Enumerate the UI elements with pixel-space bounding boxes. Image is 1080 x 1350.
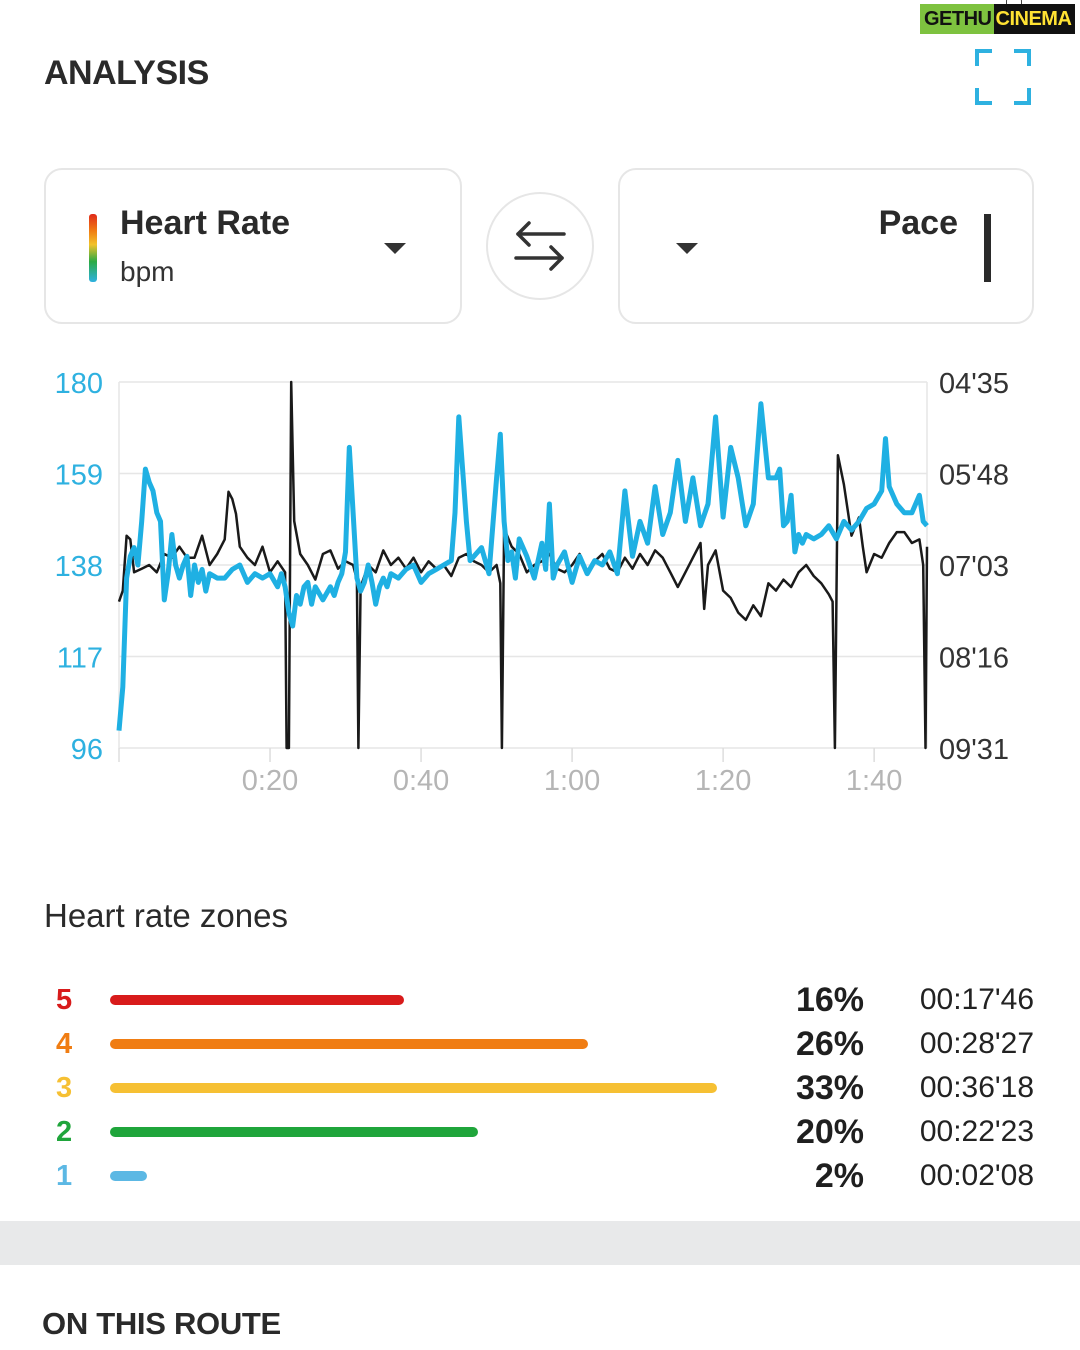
- left-axis-labels: 180 159 138 117 96: [55, 368, 103, 766]
- analysis-title: ANALYSIS: [44, 54, 209, 92]
- zone-bar: [110, 1039, 588, 1049]
- left-axis-tick-label: 117: [57, 643, 103, 675]
- zone-bar: [110, 1127, 478, 1137]
- swap-metrics-button[interactable]: [486, 192, 594, 300]
- right-metric-title: Pace: [878, 204, 958, 242]
- zone-time: 00:28'27: [919, 1027, 1034, 1060]
- zone-time: 00:22'23: [919, 1115, 1034, 1148]
- zone-percent: 26%: [795, 1025, 864, 1063]
- on-this-route-title: ON THIS ROUTE: [42, 1306, 281, 1341]
- left-metric-title: Heart Rate: [120, 204, 291, 242]
- zone-time: 00:02'08: [919, 1159, 1034, 1192]
- x-tick-label: 0:20: [242, 765, 298, 797]
- chevron-down-icon: [676, 243, 698, 254]
- zone-percent: 2%: [814, 1157, 864, 1195]
- zone-time: 00:36'18: [919, 1071, 1034, 1104]
- right-axis-tick-label: 09'31: [939, 734, 1009, 766]
- zone-row-3: 3 33% 00:36'18: [0, 1068, 1080, 1108]
- zone-number: 2: [56, 1116, 73, 1148]
- chevron-down-icon: [384, 243, 406, 254]
- watermark-logo: GETHU CINEMA: [918, 0, 1080, 44]
- x-tick-label: 1:20: [695, 765, 751, 797]
- left-axis-tick-label: 138: [55, 551, 103, 583]
- chart-series: [116, 380, 929, 750]
- zone-row-5: 5 16% 00:17'46: [0, 980, 1080, 1020]
- zone-bar: [110, 995, 404, 1005]
- left-axis-tick-label: 96: [71, 734, 103, 766]
- left-axis-tick-label: 180: [55, 368, 103, 400]
- chart-x-ticks: 0:20 0:40 1:00 1:20 1:40: [118, 748, 902, 797]
- x-tick-label: 1:40: [846, 765, 902, 797]
- zone-row-1: 1 2% 00:02'08: [0, 1156, 1080, 1196]
- zone-row-4: 4 26% 00:28'27: [0, 1024, 1080, 1064]
- zone-bar: [110, 1171, 147, 1181]
- zone-number: 3: [56, 1072, 73, 1104]
- right-axis-tick-label: 05'48: [939, 460, 1009, 492]
- expand-icon: [975, 49, 1031, 105]
- expand-button[interactable]: [974, 48, 1032, 106]
- zone-percent: 33%: [795, 1069, 864, 1107]
- left-metric-unit: bpm: [120, 256, 175, 287]
- right-axis-tick-label: 07'03: [939, 551, 1009, 583]
- zone-bar: [110, 1083, 717, 1093]
- left-metric-selector[interactable]: Heart Rate bpm: [44, 168, 462, 324]
- watermark-text-1: GETHU: [920, 4, 994, 34]
- zone-number: 4: [56, 1028, 73, 1060]
- heart-rate-gradient-indicator: [89, 214, 97, 282]
- pace-line-indicator: [984, 214, 991, 282]
- heart-rate-zones-title: Heart rate zones: [44, 897, 288, 934]
- right-metric-selector[interactable]: Pace: [618, 168, 1034, 324]
- zone-row-2: 2 20% 00:22'23: [0, 1112, 1080, 1152]
- watermark-text-2: CINEMA: [993, 4, 1076, 34]
- x-tick-label: 1:00: [544, 765, 600, 797]
- heart-rate-series-line: [116, 401, 929, 731]
- zone-percent: 16%: [795, 981, 864, 1019]
- left-axis-tick-label: 159: [55, 460, 103, 492]
- zone-time: 00:17'46: [919, 983, 1034, 1016]
- right-axis-labels: 04'35 05'48 07'03 08'16 09'31: [939, 368, 1009, 766]
- analysis-chart[interactable]: 0:20 0:40 1:00 1:20 1:40 180 159 138 117 96 04'3…: [0, 360, 1080, 800]
- zone-percent: 20%: [795, 1113, 864, 1151]
- right-axis-tick-label: 04'35: [939, 368, 1009, 400]
- zone-number: 1: [56, 1160, 73, 1192]
- zone-number: 5: [56, 984, 73, 1016]
- section-divider: [0, 1221, 1080, 1265]
- right-axis-tick-label: 08'16: [939, 643, 1009, 675]
- swap-arrows-icon: [514, 221, 566, 271]
- x-tick-label: 0:40: [393, 765, 449, 797]
